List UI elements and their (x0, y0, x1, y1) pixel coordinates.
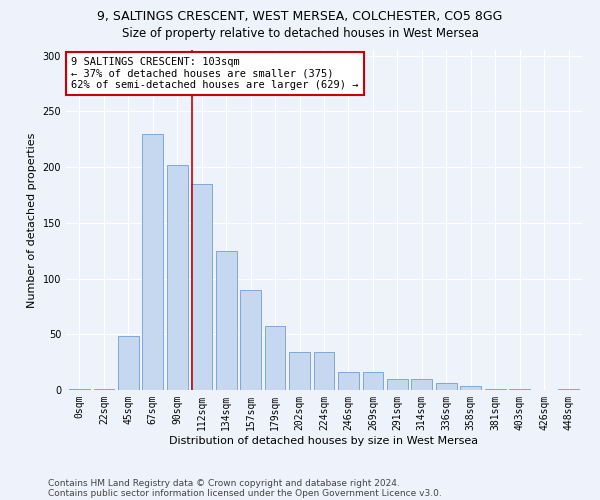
Bar (460, 386, 481, 390)
Text: 9, SALTINGS CRESCENT, WEST MERSEA, COLCHESTER, CO5 8GG: 9, SALTINGS CRESCENT, WEST MERSEA, COLCH… (97, 10, 503, 23)
Bar (118, 336, 139, 390)
Bar (240, 290, 261, 390)
X-axis label: Distribution of detached houses by size in West Mersea: Distribution of detached houses by size … (169, 436, 479, 446)
Bar (387, 379, 408, 390)
Text: Contains HM Land Registry data © Crown copyright and database right 2024.: Contains HM Land Registry data © Crown c… (48, 478, 400, 488)
Bar (265, 326, 286, 390)
Bar (69, 389, 90, 390)
Bar (191, 184, 212, 390)
Text: Size of property relative to detached houses in West Mersea: Size of property relative to detached ho… (122, 28, 478, 40)
Bar (94, 389, 114, 390)
Bar (485, 389, 506, 390)
Text: Contains public sector information licensed under the Open Government Licence v3: Contains public sector information licen… (48, 488, 442, 498)
Bar (216, 250, 236, 390)
Bar (362, 372, 383, 390)
Bar (314, 352, 334, 390)
Bar (558, 389, 579, 390)
Y-axis label: Number of detached properties: Number of detached properties (27, 132, 37, 308)
Bar (338, 372, 359, 390)
Text: 9 SALTINGS CRESCENT: 103sqm
← 37% of detached houses are smaller (375)
62% of se: 9 SALTINGS CRESCENT: 103sqm ← 37% of det… (71, 57, 359, 90)
Bar (289, 352, 310, 390)
Bar (142, 134, 163, 390)
Bar (509, 389, 530, 390)
Bar (167, 165, 188, 390)
Bar (436, 384, 457, 390)
Bar (412, 379, 432, 390)
